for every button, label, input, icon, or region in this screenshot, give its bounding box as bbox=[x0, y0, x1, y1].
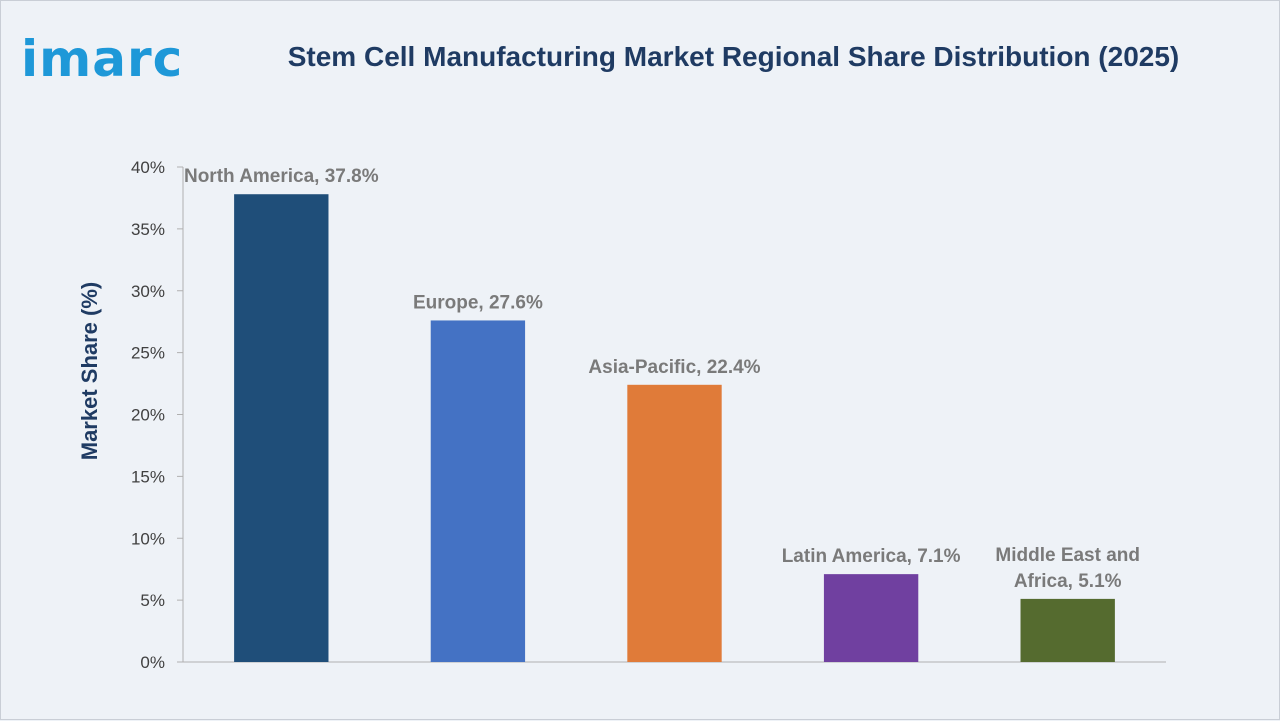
data-label: Asia-Pacific, 22.4% bbox=[588, 357, 760, 378]
data-label: Africa, 5.1% bbox=[1014, 571, 1122, 592]
bar-latin-america bbox=[823, 574, 919, 662]
bar-north-america bbox=[234, 194, 329, 662]
bar-middle-east-and-africa bbox=[1020, 598, 1115, 662]
data-label: Middle East and bbox=[995, 545, 1140, 566]
y-tick-label: 0% bbox=[140, 653, 165, 672]
bar-europe bbox=[430, 320, 526, 662]
y-tick-label: 10% bbox=[131, 529, 165, 548]
bar-asia-pacific bbox=[627, 384, 722, 662]
data-label: Latin America, 7.1% bbox=[782, 546, 961, 567]
y-tick-label: 20% bbox=[131, 406, 165, 425]
y-tick-label: 40% bbox=[131, 158, 165, 177]
page-title: Stem Cell Manufacturing Market Regional … bbox=[287, 41, 1180, 72]
y-tick-label: 35% bbox=[131, 220, 165, 239]
y-tick-label: 5% bbox=[140, 591, 165, 610]
data-label: North America, 37.8% bbox=[184, 166, 379, 187]
y-tick-label: 25% bbox=[131, 344, 165, 363]
imarc-logo: imarc bbox=[21, 31, 183, 87]
y-tick-label: 15% bbox=[131, 467, 165, 486]
logo-text: imarc bbox=[21, 30, 184, 88]
y-tick-label: 30% bbox=[131, 282, 165, 301]
data-label: Europe, 27.6% bbox=[413, 292, 543, 313]
